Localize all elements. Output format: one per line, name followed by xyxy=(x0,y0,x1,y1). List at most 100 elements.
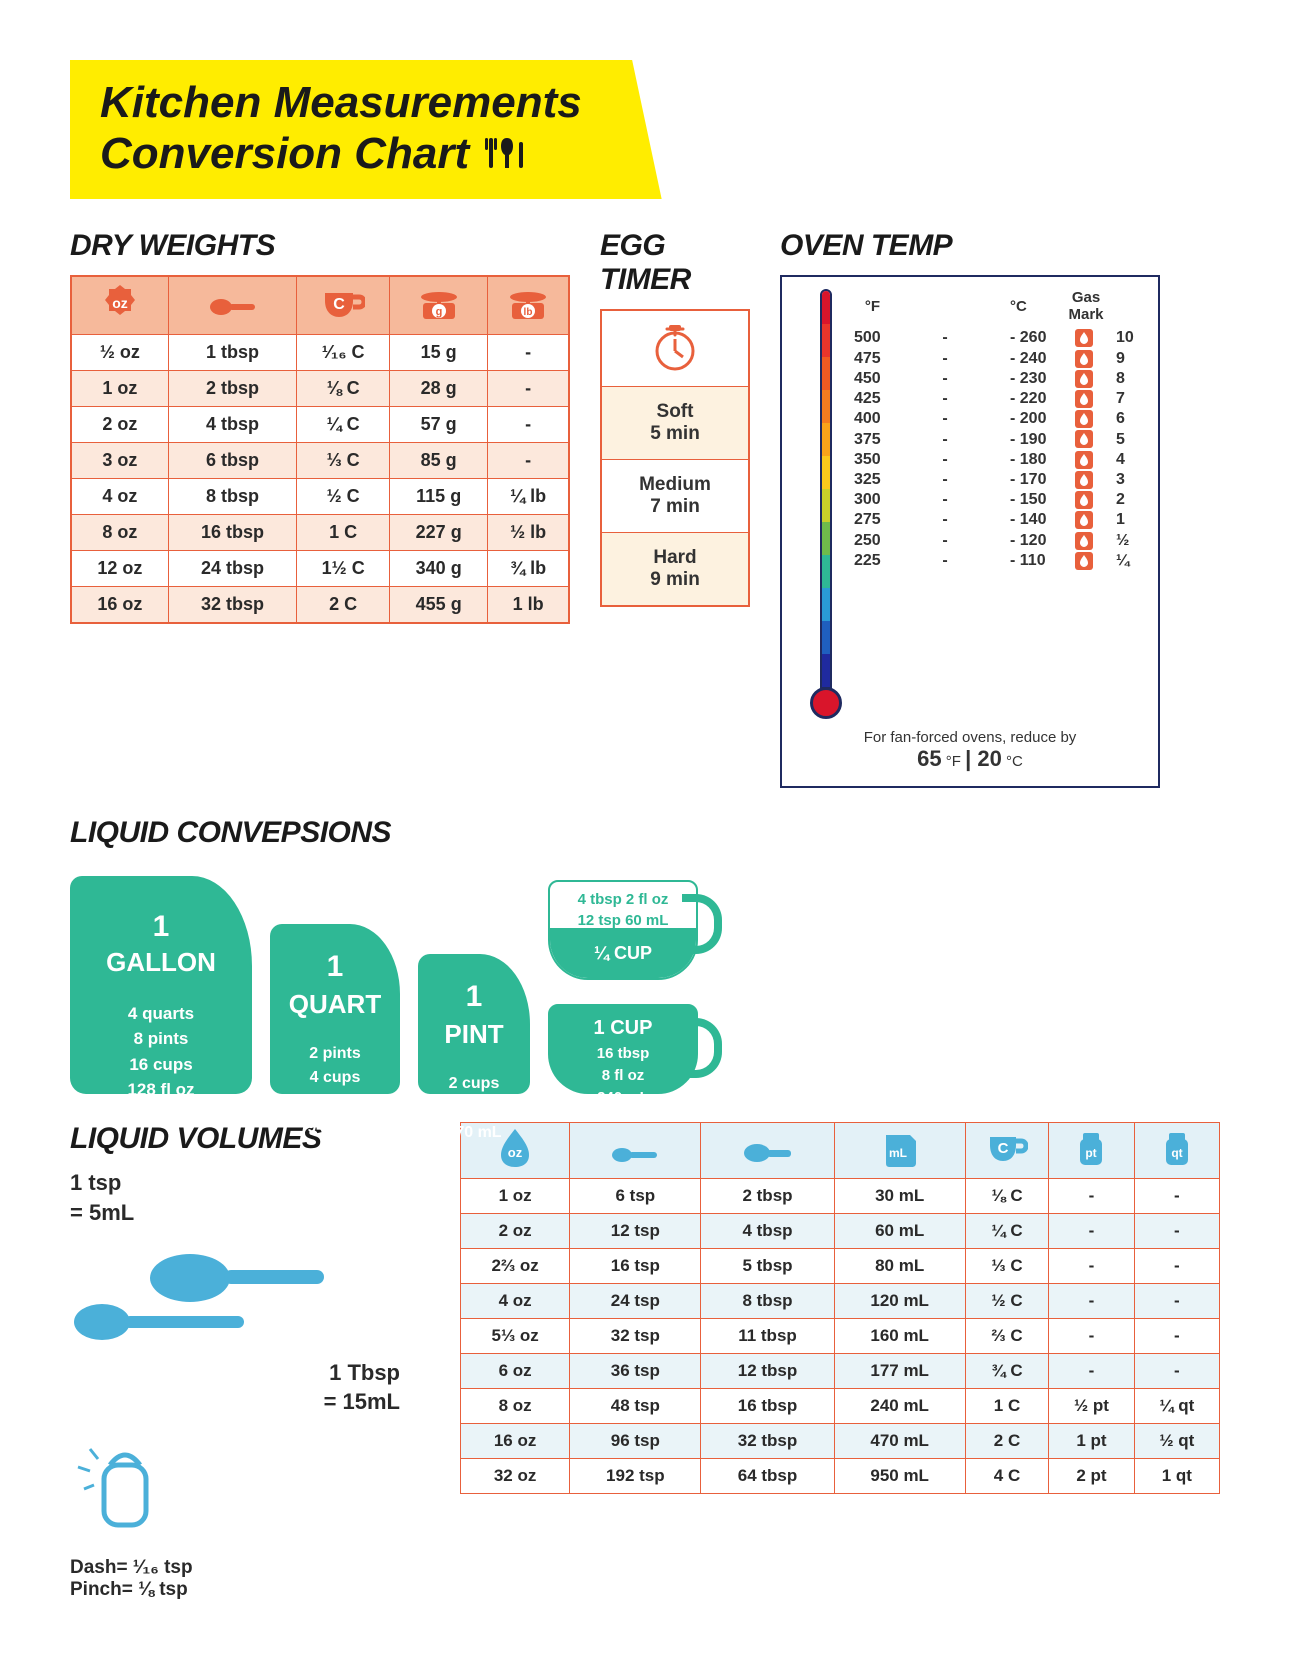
blue-row: 32 oz192 tsp64 tbsp950 mL4 C2 pt1 qt xyxy=(461,1459,1220,1494)
dry-weights-table: ozCglb ½ oz1 tbsp¹⁄₁₆ C15 g-1 oz2 tbsp⅛ … xyxy=(70,275,570,624)
oven-c: - 150 xyxy=(1010,491,1056,509)
spoons-icon xyxy=(70,1250,330,1370)
dry-cell: 1 tbsp xyxy=(168,335,297,371)
dry-cell: 85 g xyxy=(390,443,488,479)
thermometer xyxy=(798,289,854,719)
dry-cell: ¾ lb xyxy=(488,551,569,587)
blue-row: 8 oz48 tsp16 tbsp240 mL1 C½ pt¼ qt xyxy=(461,1389,1220,1424)
quarter-cup: 4 tbsp 2 fl oz12 tsp 60 mL ¼ CUP xyxy=(548,880,698,980)
blue-cell: 1 pt xyxy=(1049,1424,1134,1459)
dry-weights-section: DRY WEIGHTS ozCglb ½ oz1 tbsp¹⁄₁₆ C15 g-… xyxy=(70,229,570,624)
oven-f: 250 xyxy=(854,532,880,550)
page-title: Kitchen Measurements Conversion Chart xyxy=(100,78,582,181)
blue-cell: 950 mL xyxy=(834,1459,965,1494)
blue-cell: - xyxy=(1134,1214,1219,1249)
oven-foot-c-unit: °C xyxy=(1006,753,1023,770)
blue-cell: ¾ C xyxy=(965,1354,1048,1389)
dry-cell: 340 g xyxy=(390,551,488,587)
dry-cell: ⅓ C xyxy=(297,443,390,479)
dry-cell: 57 g xyxy=(390,407,488,443)
oven-c: - 140 xyxy=(1010,511,1056,529)
blue-cell: - xyxy=(1134,1284,1219,1319)
dry-cell: 455 g xyxy=(390,587,488,624)
blue-cell: ⅛ C xyxy=(965,1179,1048,1214)
oven-f: 350 xyxy=(854,451,880,469)
blue-cell: 120 mL xyxy=(834,1284,965,1319)
gas-mark-val: 1 xyxy=(1116,511,1142,529)
gas-mark xyxy=(1056,410,1116,428)
gas-mark xyxy=(1056,532,1116,550)
dry-cell: ½ lb xyxy=(488,515,569,551)
dry-cell: 1½ C xyxy=(297,551,390,587)
blue-cell: 1 oz xyxy=(461,1179,570,1214)
blue-cell: - xyxy=(1134,1179,1219,1214)
blue-cell: 36 tsp xyxy=(570,1354,701,1389)
dry-cell: 32 tbsp xyxy=(168,587,297,624)
title-line-1: Kitchen Measurements xyxy=(100,78,582,127)
blue-cell: 8 tbsp xyxy=(701,1284,834,1319)
blue-cell: 60 mL xyxy=(834,1214,965,1249)
blue-cell: 11 tbsp xyxy=(701,1319,834,1354)
blue-cell: 32 oz xyxy=(461,1459,570,1494)
blue-cell: 2 tbsp xyxy=(701,1179,834,1214)
dry-cell: 1 oz xyxy=(71,371,168,407)
svg-text:mL: mL xyxy=(889,1146,907,1160)
dry-row: 16 oz32 tbsp2 C455 g1 lb xyxy=(71,587,569,624)
blue-cell: 192 tsp xyxy=(570,1459,701,1494)
blue-cell: 2 C xyxy=(965,1424,1048,1459)
oven-f: 275 xyxy=(854,511,880,529)
blue-cell: 16 tsp xyxy=(570,1249,701,1284)
tbsp-equiv: 1 Tbsp = 15mL xyxy=(70,1358,400,1417)
shaker-icon xyxy=(70,1439,190,1539)
dry-cell: 1 C xyxy=(297,515,390,551)
flame-icon xyxy=(1075,430,1093,448)
dry-col-oz-badge: oz xyxy=(71,276,168,335)
gas-mark xyxy=(1056,451,1116,469)
flame-icon xyxy=(1075,451,1093,469)
blue-cell: 8 oz xyxy=(461,1389,570,1424)
dry-cell: ⅛ C xyxy=(297,371,390,407)
svg-text:C: C xyxy=(333,296,345,313)
blue-cell: ⅓ C xyxy=(965,1249,1048,1284)
svg-text:C: C xyxy=(998,1140,1009,1157)
blue-cell: 80 mL xyxy=(834,1249,965,1284)
blue-col-tbsp-spoon xyxy=(701,1123,834,1179)
dry-cell: 2 tbsp xyxy=(168,371,297,407)
title-line-2: Conversion Chart xyxy=(100,129,469,178)
oven-f: 425 xyxy=(854,390,880,408)
dry-col-scale-g: g xyxy=(390,276,488,335)
pinch-def: Pinch= ⅛ tsp xyxy=(70,1579,430,1601)
oven-c: - 180 xyxy=(1010,451,1056,469)
blue-cell: 6 tsp xyxy=(570,1179,701,1214)
qcup-label: ¼ CUP xyxy=(594,940,652,966)
dry-cell: 2 oz xyxy=(71,407,168,443)
blue-cell: 32 tsp xyxy=(570,1319,701,1354)
tsp-equiv: 1 tsp = 5mL xyxy=(70,1168,430,1227)
dry-cell: - xyxy=(488,335,569,371)
blue-cell: 4 tbsp xyxy=(701,1214,834,1249)
gas-mark xyxy=(1056,511,1116,529)
liquid-conv-heading: LIQUID CONVEPSIONS xyxy=(70,816,1232,850)
flame-icon xyxy=(1075,511,1093,529)
blue-cell: 12 tsp xyxy=(570,1214,701,1249)
blue-cell: 12 tbsp xyxy=(701,1354,834,1389)
oven-c: - 170 xyxy=(1010,471,1056,489)
oven-f: 475 xyxy=(854,350,880,368)
svg-text:lb: lb xyxy=(524,307,533,318)
flame-icon xyxy=(1075,471,1093,489)
dry-cell: 2 C xyxy=(297,587,390,624)
oven-col-f: °F xyxy=(854,298,880,319)
blue-cell: - xyxy=(1049,1354,1134,1389)
blue-cell: ½ C xyxy=(965,1284,1048,1319)
egg-row-medium: Medium7 min xyxy=(602,459,748,532)
oven-c: - 200 xyxy=(1010,410,1056,428)
oven-foot-text: For fan-forced ovens, reduce by xyxy=(864,729,1077,746)
dry-col-cup-c: C xyxy=(297,276,390,335)
oven-f: 500 xyxy=(854,329,880,347)
dry-row: 3 oz6 tbsp⅓ C85 g- xyxy=(71,443,569,479)
oven-c: - 230 xyxy=(1010,370,1056,388)
svg-text:oz: oz xyxy=(508,1145,523,1160)
flame-icon xyxy=(1075,329,1093,347)
gas-mark-val: 9 xyxy=(1116,350,1142,368)
gas-mark-val: 3 xyxy=(1116,471,1142,489)
